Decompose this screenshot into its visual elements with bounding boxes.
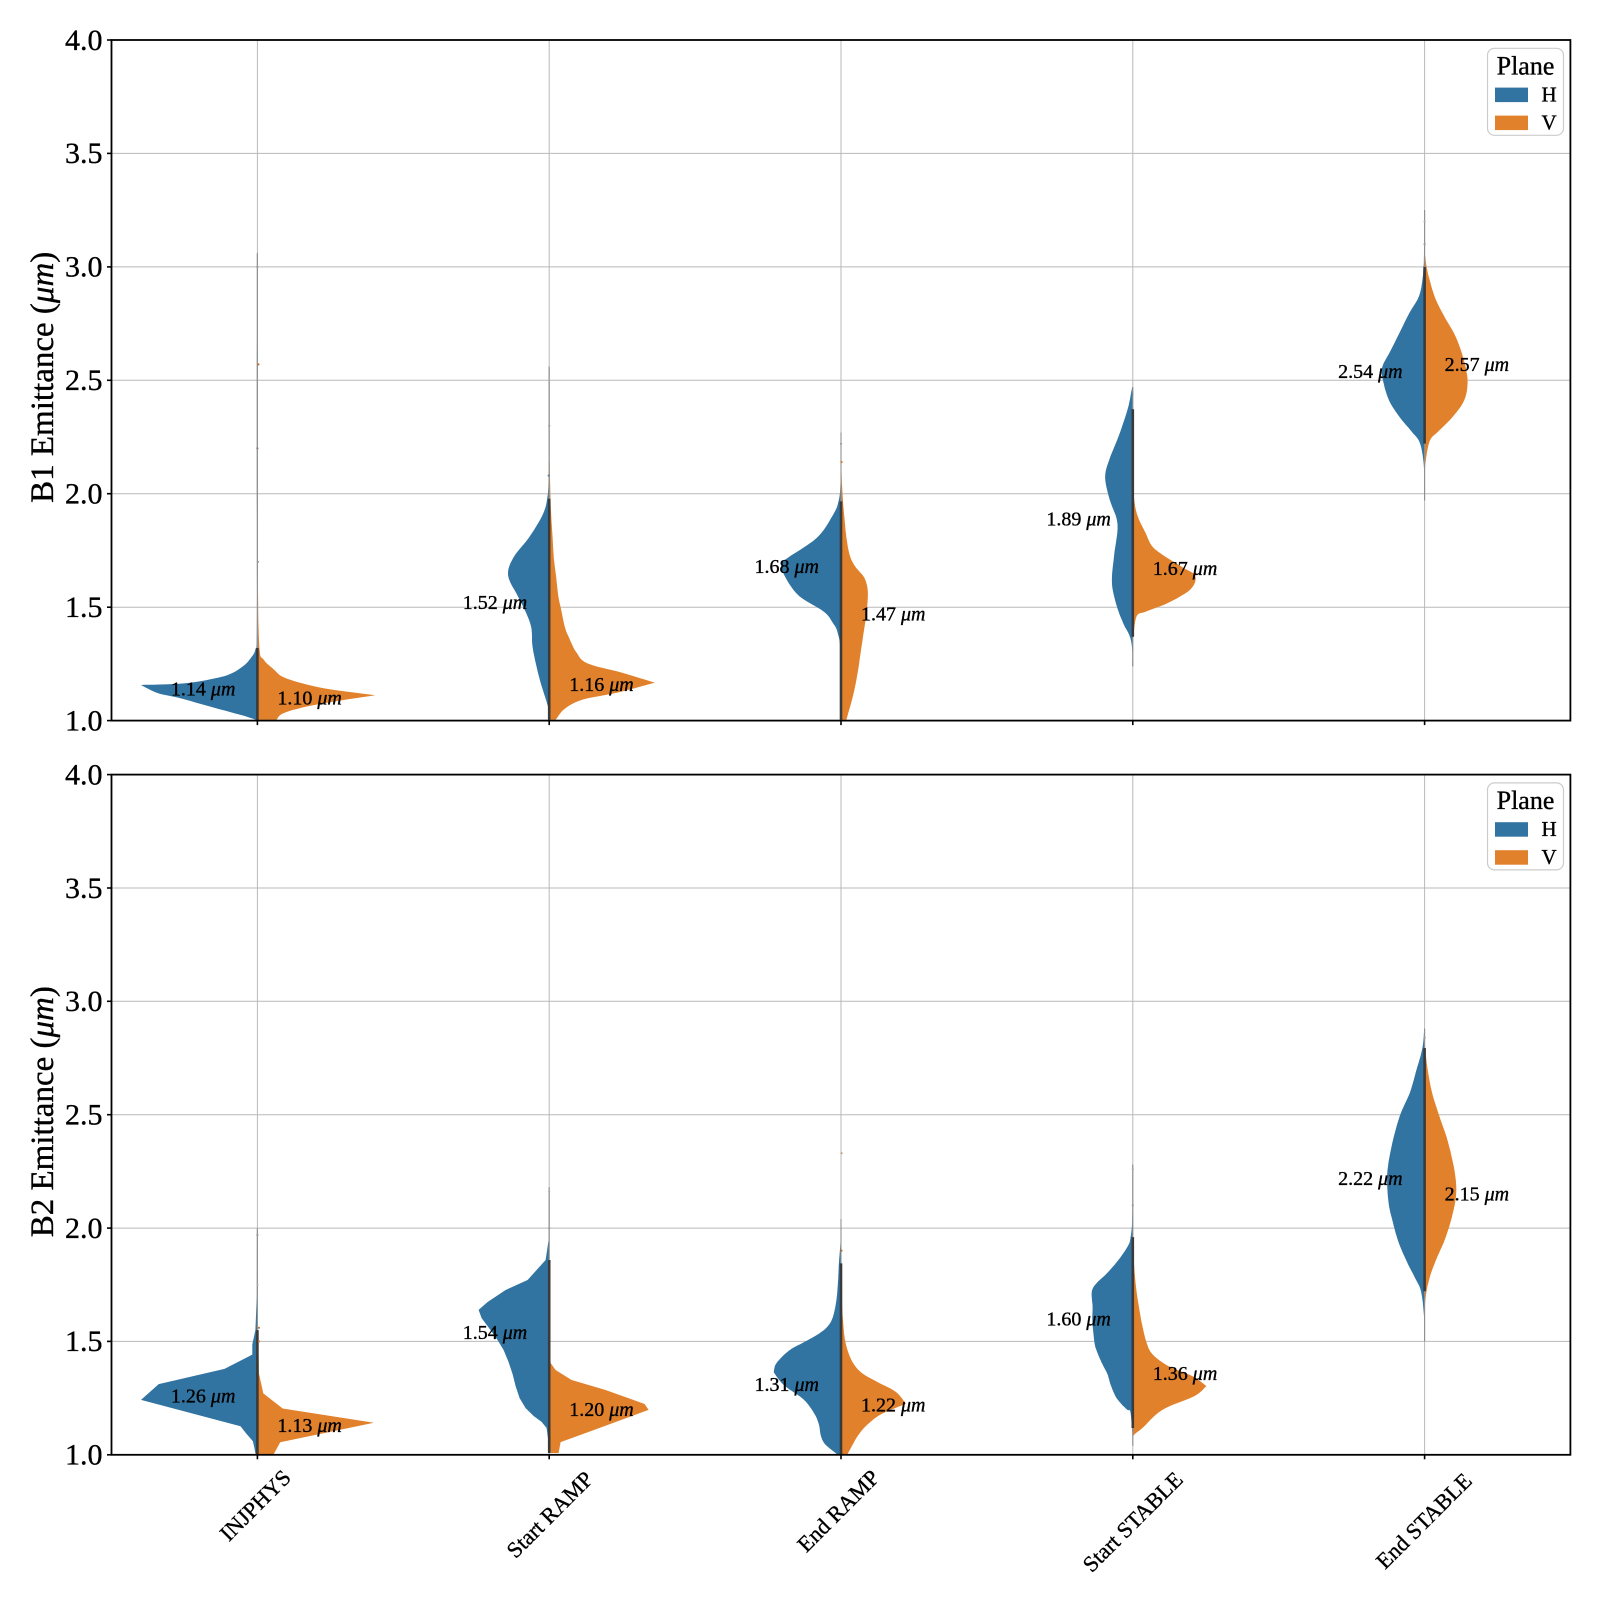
svg-text:3.5: 3.5 [65, 137, 103, 170]
svg-text:2.5: 2.5 [65, 1099, 103, 1132]
svg-text:1.52 μm: 1.52 μm [463, 592, 527, 614]
svg-text:V: V [1542, 845, 1557, 869]
svg-text:1.22 μm: 1.22 μm [861, 1395, 925, 1417]
svg-text:H: H [1542, 83, 1557, 107]
svg-text:1.31 μm: 1.31 μm [755, 1374, 819, 1396]
svg-text:1.5: 1.5 [65, 1325, 103, 1358]
svg-text:1.0: 1.0 [65, 1439, 103, 1472]
svg-text:V: V [1542, 111, 1557, 135]
svg-text:1.13 μm: 1.13 μm [277, 1415, 341, 1437]
svg-text:3.0: 3.0 [65, 985, 103, 1018]
svg-text:1.54 μm: 1.54 μm [463, 1322, 527, 1344]
svg-text:1.68 μm: 1.68 μm [755, 556, 819, 578]
svg-text:1.0: 1.0 [65, 704, 103, 737]
svg-text:2.54 μm: 2.54 μm [1338, 361, 1402, 383]
svg-text:3.5: 3.5 [65, 872, 103, 905]
svg-text:B2 Emittance (μm): B2 Emittance (μm) [25, 986, 61, 1237]
svg-text:2.15 μm: 2.15 μm [1445, 1184, 1509, 1206]
svg-text:1.10 μm: 1.10 μm [277, 688, 341, 710]
svg-text:1.26 μm: 1.26 μm [171, 1385, 235, 1407]
svg-text:1.89 μm: 1.89 μm [1046, 508, 1110, 530]
svg-text:4.0: 4.0 [65, 758, 103, 791]
svg-text:2.0: 2.0 [65, 1212, 103, 1245]
svg-text:2.5: 2.5 [65, 364, 103, 397]
svg-text:2.22 μm: 2.22 μm [1338, 1168, 1402, 1190]
svg-text:4.0: 4.0 [65, 24, 103, 57]
svg-text:1.14 μm: 1.14 μm [171, 678, 235, 700]
svg-text:B1 Emittance (μm): B1 Emittance (μm) [25, 252, 61, 503]
svg-text:1.16 μm: 1.16 μm [569, 674, 633, 696]
svg-text:1.60 μm: 1.60 μm [1046, 1308, 1110, 1330]
svg-text:2.57 μm: 2.57 μm [1445, 354, 1509, 376]
svg-text:1.20 μm: 1.20 μm [569, 1399, 633, 1421]
svg-text:1.5: 1.5 [65, 591, 103, 624]
svg-text:3.0: 3.0 [65, 251, 103, 284]
svg-text:1.67 μm: 1.67 μm [1153, 558, 1217, 580]
svg-text:1.47 μm: 1.47 μm [861, 604, 925, 626]
svg-text:1.36 μm: 1.36 μm [1153, 1363, 1217, 1385]
svg-text:H: H [1542, 817, 1557, 841]
svg-text:2.0: 2.0 [65, 478, 103, 511]
svg-text:Plane: Plane [1497, 786, 1555, 815]
svg-text:Plane: Plane [1497, 51, 1555, 80]
